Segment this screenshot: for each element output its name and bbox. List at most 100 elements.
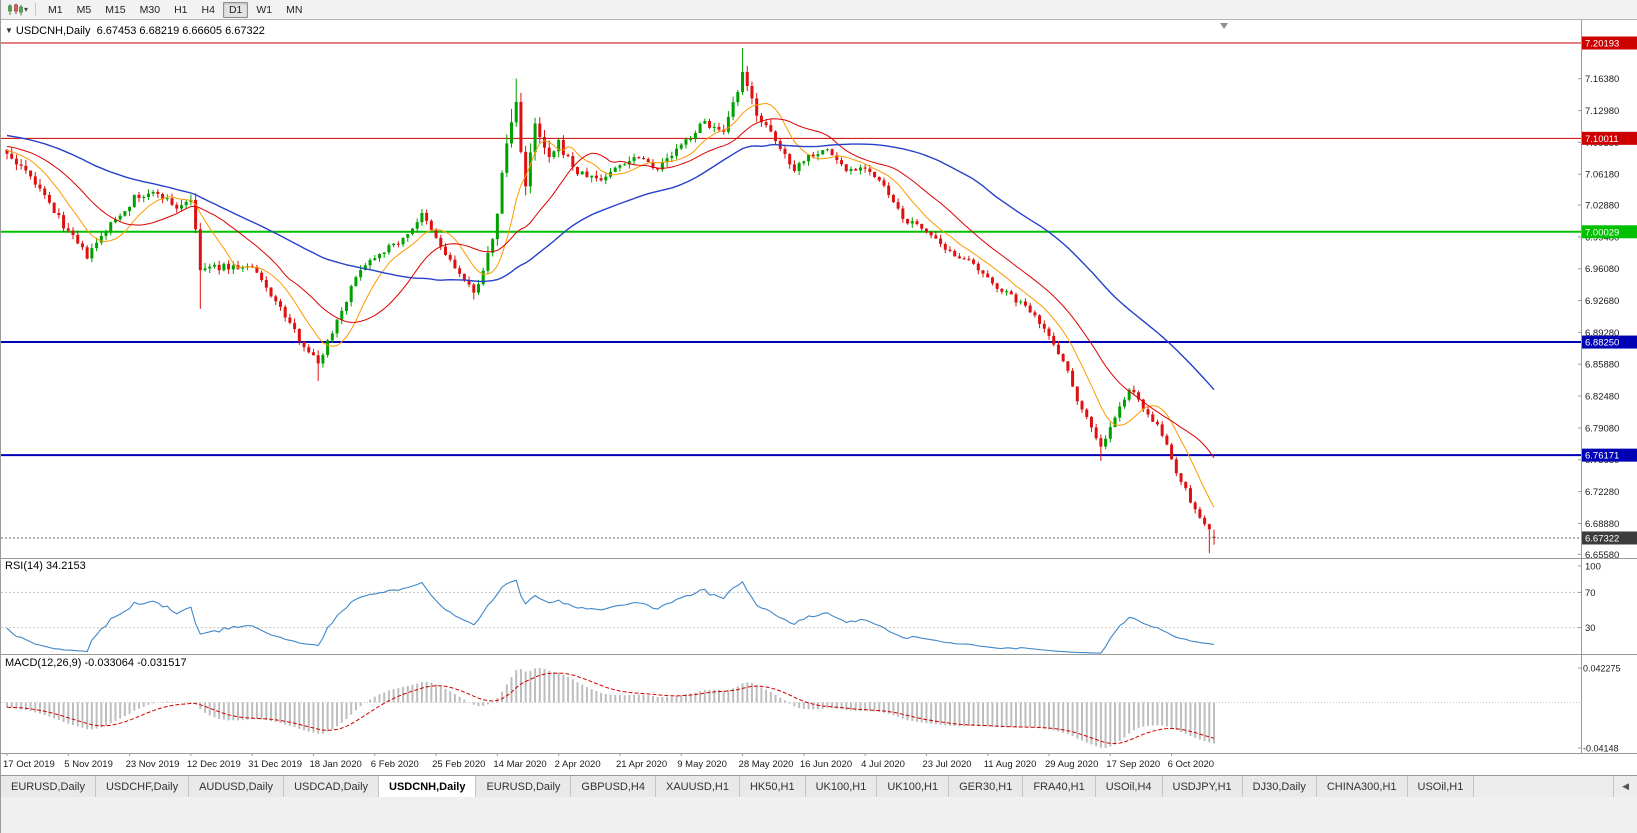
svg-text:6.82480: 6.82480 [1585, 392, 1619, 403]
chart-tab-usdjpy-h1[interactable]: USDJPY,H1 [1162, 776, 1243, 797]
collapse-marker-icon[interactable]: ▼ [5, 26, 13, 35]
timeframe-button-h1[interactable]: H1 [174, 3, 188, 16]
svg-text:7.10011: 7.10011 [1585, 134, 1619, 145]
svg-text:7.16380: 7.16380 [1585, 74, 1619, 85]
timeframe-button-m30[interactable]: M30 [139, 3, 161, 16]
svg-text:0.042275: 0.042275 [1583, 664, 1621, 674]
svg-text:6.92680: 6.92680 [1585, 296, 1619, 307]
timeframe-buttons: M1 M5 M15 M30 H1 H4 D1 W1 MN [42, 1, 308, 18]
chart-symbol-period: USDCNH,Daily [15, 25, 91, 37]
tab-scroll-left-icon[interactable]: ◀ [1613, 776, 1637, 797]
svg-text:6.72280: 6.72280 [1585, 487, 1619, 498]
chart-tab-gbpusd-h4[interactable]: GBPUSD,H4 [571, 776, 656, 797]
svg-text:29 Aug 2020: 29 Aug 2020 [1045, 759, 1098, 770]
svg-text:100: 100 [1585, 562, 1601, 573]
svg-text:9 May 2020: 9 May 2020 [677, 759, 727, 770]
chart-tab-usdcad-daily[interactable]: USDCAD,Daily [284, 776, 380, 797]
window-bottom-strip [1, 797, 1637, 833]
svg-text:23 Jul 2020: 23 Jul 2020 [922, 759, 971, 770]
chart-tab-xauusd-h1[interactable]: XAUUSD,H1 [655, 776, 740, 797]
svg-text:17 Sep 2020: 17 Sep 2020 [1106, 759, 1160, 770]
svg-text:6.76171: 6.76171 [1585, 451, 1619, 462]
chart-tab-usoil-h4[interactable]: USOil,H4 [1095, 776, 1163, 797]
candles-layer [5, 48, 1216, 554]
chart-type-dropdown[interactable]: ▾ [4, 2, 31, 17]
current-price-badge [1582, 531, 1637, 545]
svg-text:16 Jun 2020: 16 Jun 2020 [800, 759, 852, 770]
chart-tab-usdchf-daily[interactable]: USDCHF,Daily [95, 776, 190, 797]
svg-text:6.65580: 6.65580 [1585, 550, 1619, 561]
timeframe-button-m15[interactable]: M15 [105, 3, 126, 16]
svg-text:6.88250: 6.88250 [1585, 338, 1619, 349]
svg-text:6.89280: 6.89280 [1585, 328, 1619, 339]
svg-text:6.67322: 6.67322 [1585, 533, 1619, 544]
chart-tab-usoil-h1[interactable]: USOil,H1 [1407, 776, 1475, 797]
svg-text:7.06180: 7.06180 [1585, 170, 1619, 181]
candlestick-chart-icon [8, 3, 23, 16]
chart-tab-uk100-h1[interactable]: UK100,H1 [805, 776, 878, 797]
svg-text:6 Feb 2020: 6 Feb 2020 [371, 759, 419, 770]
dropdown-caret-icon: ▾ [24, 4, 29, 14]
svg-text:6.79080: 6.79080 [1585, 423, 1619, 434]
chart-tab-china300-h1[interactable]: CHINA300,H1 [1316, 776, 1408, 797]
svg-text:6.96080: 6.96080 [1585, 264, 1619, 275]
svg-text:17 Oct 2019: 17 Oct 2019 [3, 759, 55, 770]
svg-text:30: 30 [1585, 623, 1596, 634]
chart-ohlc-values: 6.67453 6.68219 6.66605 6.67322 [96, 25, 265, 37]
svg-text:18 Jan 2020: 18 Jan 2020 [309, 759, 361, 770]
moving-averages-layer [6, 102, 1215, 508]
chart-tab-uk100-h1[interactable]: UK100,H1 [877, 776, 950, 797]
chart-tabs-bar: EURUSD,Daily USDCHF,Daily AUDUSD,Daily USDC… [1, 775, 1637, 797]
svg-text:7.12980: 7.12980 [1585, 106, 1619, 117]
chart-tab-hk50-h1[interactable]: HK50,H1 [739, 776, 806, 797]
svg-text:4 Jul 2020: 4 Jul 2020 [861, 759, 905, 770]
svg-text:25 Feb 2020: 25 Feb 2020 [432, 759, 485, 770]
svg-text:7.20193: 7.20193 [1585, 39, 1619, 50]
timeframe-button-h4[interactable]: H4 [201, 3, 215, 16]
rsi-current-value: 34.2153 [45, 560, 86, 572]
chart-tab-ger30-h1[interactable]: GER30,H1 [949, 776, 1024, 797]
svg-text:28 May 2020: 28 May 2020 [739, 759, 794, 770]
rsi-line [6, 579, 1215, 654]
svg-text:31 Dec 2019: 31 Dec 2019 [248, 759, 302, 770]
svg-text:5 Nov 2019: 5 Nov 2019 [64, 759, 113, 770]
chart-shift-marker-icon [1220, 23, 1229, 29]
macd-indicator-label: MACD(12,26,9) -0.033064 -0.031517 [5, 657, 187, 669]
top-toolbar: ▾ M1 M5 M15 M30 H1 H4 D1 W1 MN [1, 0, 1637, 20]
svg-text:23 Nov 2019: 23 Nov 2019 [126, 759, 180, 770]
macd-name: MACD(12,26,9) [5, 657, 82, 669]
chart-canvas[interactable]: 7.163807.129807.095807.061807.028806.994… [1, 20, 1637, 775]
chart-tab-eurusd-daily[interactable]: EURUSD,Daily [476, 776, 572, 797]
macd-histogram [6, 668, 1216, 748]
chart-tab-fra40-h1[interactable]: FRA40,H1 [1023, 776, 1096, 797]
chart-tab-dj30-daily[interactable]: DJ30,Daily [1242, 776, 1317, 797]
chart-tab-usdcnh-daily[interactable]: USDCNH,Daily [379, 776, 477, 797]
time-axis: 17 Oct 2019 5 Nov 2019 23 Nov 2019 12 Dec 2… [3, 753, 1214, 770]
timeframe-button-d1[interactable]: D1 [222, 1, 249, 18]
svg-text:14 Mar 2020: 14 Mar 2020 [493, 759, 546, 770]
svg-text:-0.04148: -0.04148 [1583, 744, 1619, 754]
horizontal-level-lines [1, 42, 1581, 457]
chart-title: ▼ USDCNH,Daily 6.67453 6.68219 6.66605 6.… [5, 25, 265, 37]
rsi-name: RSI(14) [5, 560, 43, 572]
chart-tab-audusd-daily[interactable]: AUDUSD,Daily [189, 776, 285, 797]
svg-text:21 Apr 2020: 21 Apr 2020 [616, 759, 667, 770]
svg-text:6.68880: 6.68880 [1585, 519, 1619, 530]
svg-text:7.02880: 7.02880 [1585, 201, 1619, 212]
rsi-indicator-label: RSI(14) 34.2153 [5, 560, 86, 572]
toolbar-separator [35, 3, 37, 16]
svg-text:11 Aug 2020: 11 Aug 2020 [984, 759, 1037, 770]
timeframe-button-w1[interactable]: W1 [256, 3, 273, 16]
svg-text:6 Oct 2020: 6 Oct 2020 [1168, 759, 1214, 770]
svg-text:6.85880: 6.85880 [1585, 360, 1619, 371]
timeframe-button-mn[interactable]: MN [286, 3, 303, 16]
macd-signal-line [6, 672, 1215, 745]
svg-text:7.00029: 7.00029 [1585, 227, 1619, 238]
svg-text:12 Dec 2019: 12 Dec 2019 [187, 759, 241, 770]
macd-current-values: -0.033064 -0.031517 [84, 657, 187, 669]
svg-text:2 Apr 2020: 2 Apr 2020 [555, 759, 601, 770]
svg-text:70: 70 [1585, 588, 1596, 599]
chart-tab-eurusd-daily[interactable]: EURUSD,Daily [1, 776, 96, 797]
timeframe-button-m1[interactable]: M1 [48, 3, 63, 16]
timeframe-button-m5[interactable]: M5 [76, 3, 92, 16]
